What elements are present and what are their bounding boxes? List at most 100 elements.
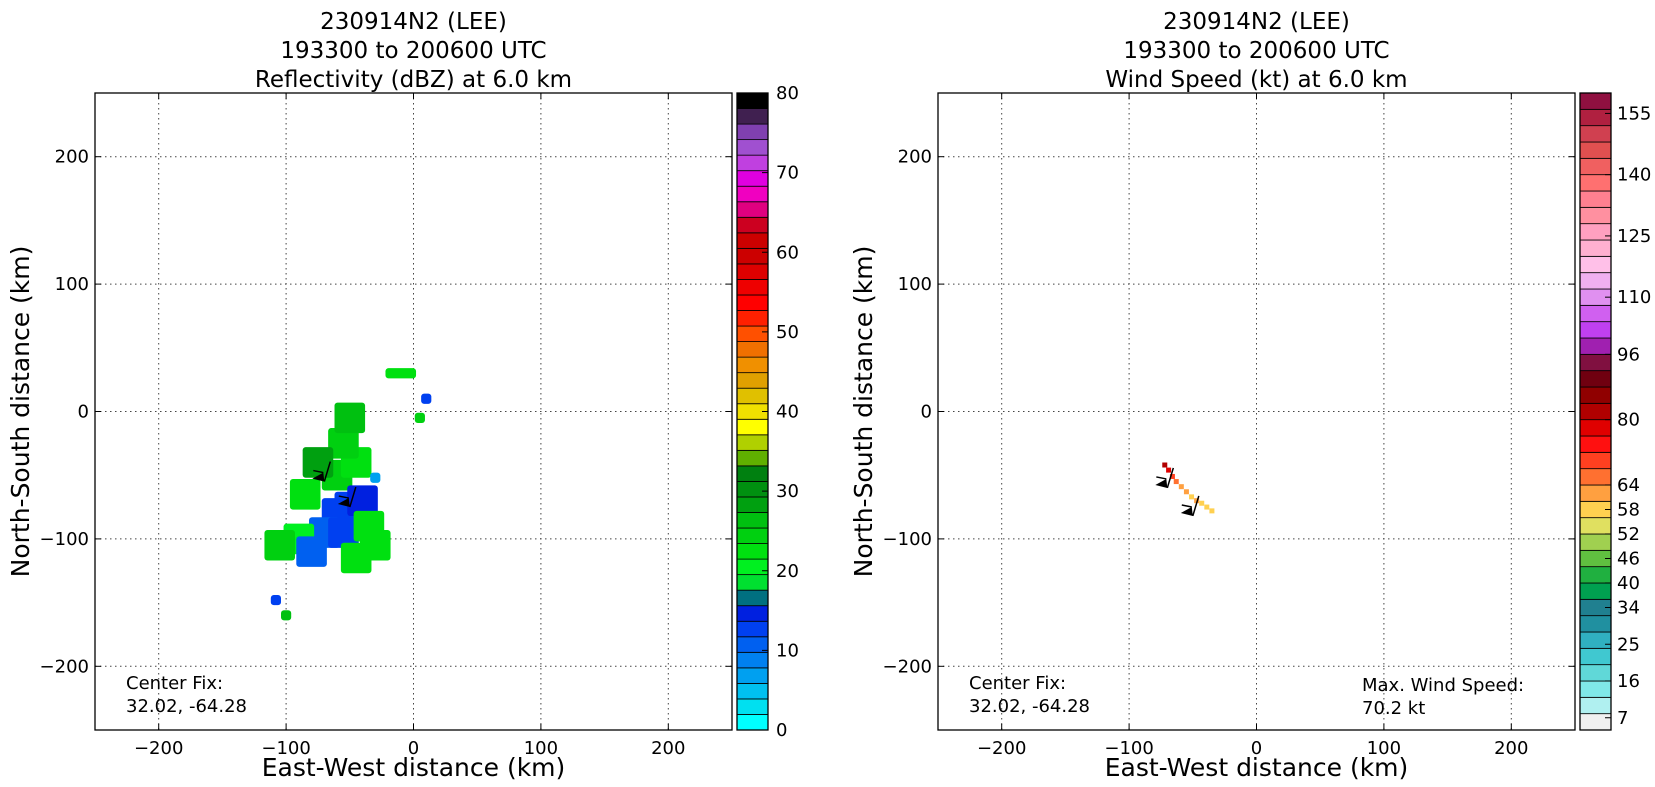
x-tick-label: −200 [134, 738, 183, 759]
data-layer [264, 368, 432, 621]
colorbar-segment [736, 620, 769, 638]
colorbar-tick-label: 80 [1617, 410, 1640, 431]
colorbar-segment [1579, 451, 1612, 470]
wind-barb [1155, 467, 1175, 489]
wind-speed-point [1173, 479, 1179, 485]
x-tick-label: −100 [1104, 738, 1153, 759]
wind-barb-feather [313, 469, 324, 474]
colorbar-segment [736, 341, 769, 358]
colorbar-segment [736, 201, 769, 218]
colorbar-segment [1579, 713, 1612, 731]
y-tick-label: 200 [898, 147, 932, 168]
colorbar-segment [1579, 157, 1612, 176]
colorbar-tick-label: 50 [776, 322, 799, 343]
colorbar-segment [1579, 255, 1612, 274]
colorbar-segment [736, 325, 769, 342]
colorbar-segment [1579, 125, 1612, 143]
reflectivity-panel: 230914N2 (LEE) 193300 to 200600 UTC Reflec… [6, 9, 799, 782]
wind-speed-point [1189, 494, 1195, 500]
colorbar-segment [736, 294, 769, 311]
colorbar-segment [1579, 304, 1612, 323]
wind-speed-point [1209, 508, 1215, 514]
colorbar-segment [736, 449, 769, 467]
colorbar-tick-label: 70 [776, 163, 799, 184]
colorbar-tick-label: 64 [1617, 475, 1640, 496]
colorbar-segment [736, 481, 769, 498]
colorbar-segment [736, 372, 769, 389]
chart-title-line: 193300 to 200600 UTC [280, 38, 546, 64]
echo-cell [328, 428, 359, 459]
colorbar-segment [1579, 696, 1612, 715]
colorbar-segment [1579, 190, 1612, 208]
wind-barb-feather [1156, 476, 1167, 480]
y-axis-label: North-South distance (km) [6, 246, 35, 578]
wind-barb [1180, 495, 1200, 517]
colorbar-tick-label: 125 [1617, 226, 1651, 247]
y-tick-label: 100 [55, 274, 89, 295]
y-tick-label: 0 [78, 402, 89, 423]
colorbar-segment [1579, 664, 1612, 682]
center-fix-annotation: 32.02, -64.28 [126, 696, 247, 717]
colorbar-tick-label: 80 [776, 83, 799, 104]
colorbar-segment [736, 310, 769, 327]
wind-speed-point [1162, 462, 1168, 468]
chart-title-line: 193300 to 200600 UTC [1123, 38, 1389, 64]
wind-barb-flag [337, 498, 350, 508]
colorbar-segment [1579, 582, 1612, 600]
wind-barb-staff [1192, 495, 1200, 517]
echo-cell [270, 594, 282, 606]
x-tick-label: 100 [524, 738, 558, 759]
colorbar-segment [736, 92, 769, 109]
colorbar-segment [1579, 517, 1612, 535]
colorbar-tick-label: 34 [1617, 598, 1640, 619]
colorbar-segment [1579, 108, 1612, 127]
wind-barb-flag [1180, 506, 1193, 516]
x-tick-label: −100 [261, 738, 310, 759]
wind-barb [312, 461, 332, 482]
colorbar-tick-label: 52 [1617, 524, 1640, 545]
wind-speed-point [1166, 467, 1172, 473]
colorbar-tick-label: 7 [1617, 708, 1628, 729]
colorbar-segment [1579, 321, 1612, 339]
colorbar-segment [1579, 337, 1612, 355]
colorbar-segment [1579, 92, 1612, 110]
colorbar-segment [1579, 206, 1612, 225]
colorbar-segment [1579, 566, 1612, 584]
colorbar-segment [1579, 402, 1612, 421]
max-wind-annotation: Max. Wind Speed: [1362, 675, 1524, 696]
colorbar-segment [736, 543, 769, 560]
colorbar-segment [736, 698, 769, 715]
colorbar-segment [736, 123, 769, 141]
wind-barb-feather [1181, 504, 1192, 508]
chart-title-line: 230914N2 (LEE) [1163, 9, 1350, 35]
chart-title-line: 230914N2 (LEE) [320, 9, 507, 35]
colorbar-segment [1579, 239, 1612, 257]
y-tick-label: −100 [40, 529, 89, 550]
wind-barb-flag [1155, 478, 1168, 488]
wind-speed-point [1183, 489, 1189, 495]
echo-cell [385, 368, 417, 379]
colorbar-segment [736, 527, 769, 544]
colorbar-segment [736, 574, 769, 591]
wind-barb-staff [349, 486, 357, 508]
wind-barb-feather [338, 495, 349, 499]
colorbar-frame [1579, 92, 1612, 731]
wind-barb-staff [1166, 467, 1175, 489]
x-tick-label: 100 [1367, 738, 1401, 759]
echo-cell [340, 542, 372, 574]
wind-speed-point [1169, 473, 1175, 479]
wind-barb-staff [323, 461, 332, 482]
colorbar-segment [736, 496, 769, 513]
colorbar-segment [736, 651, 769, 669]
colorbar-tick-label: 140 [1617, 165, 1651, 186]
colorbar-tick-label: 10 [776, 640, 799, 661]
colorbar-segment [1579, 419, 1612, 437]
echo-cell [334, 402, 366, 434]
colorbar-tick-label: 58 [1617, 500, 1640, 521]
colorbar-segment [736, 139, 769, 156]
echo-cell [296, 536, 327, 567]
colorbar-tick-label: 40 [1617, 573, 1640, 594]
y-tick-label: 100 [898, 274, 932, 295]
colorbar-tick-label: 20 [776, 561, 799, 582]
x-axis-label: East-West distance (km) [262, 753, 566, 782]
